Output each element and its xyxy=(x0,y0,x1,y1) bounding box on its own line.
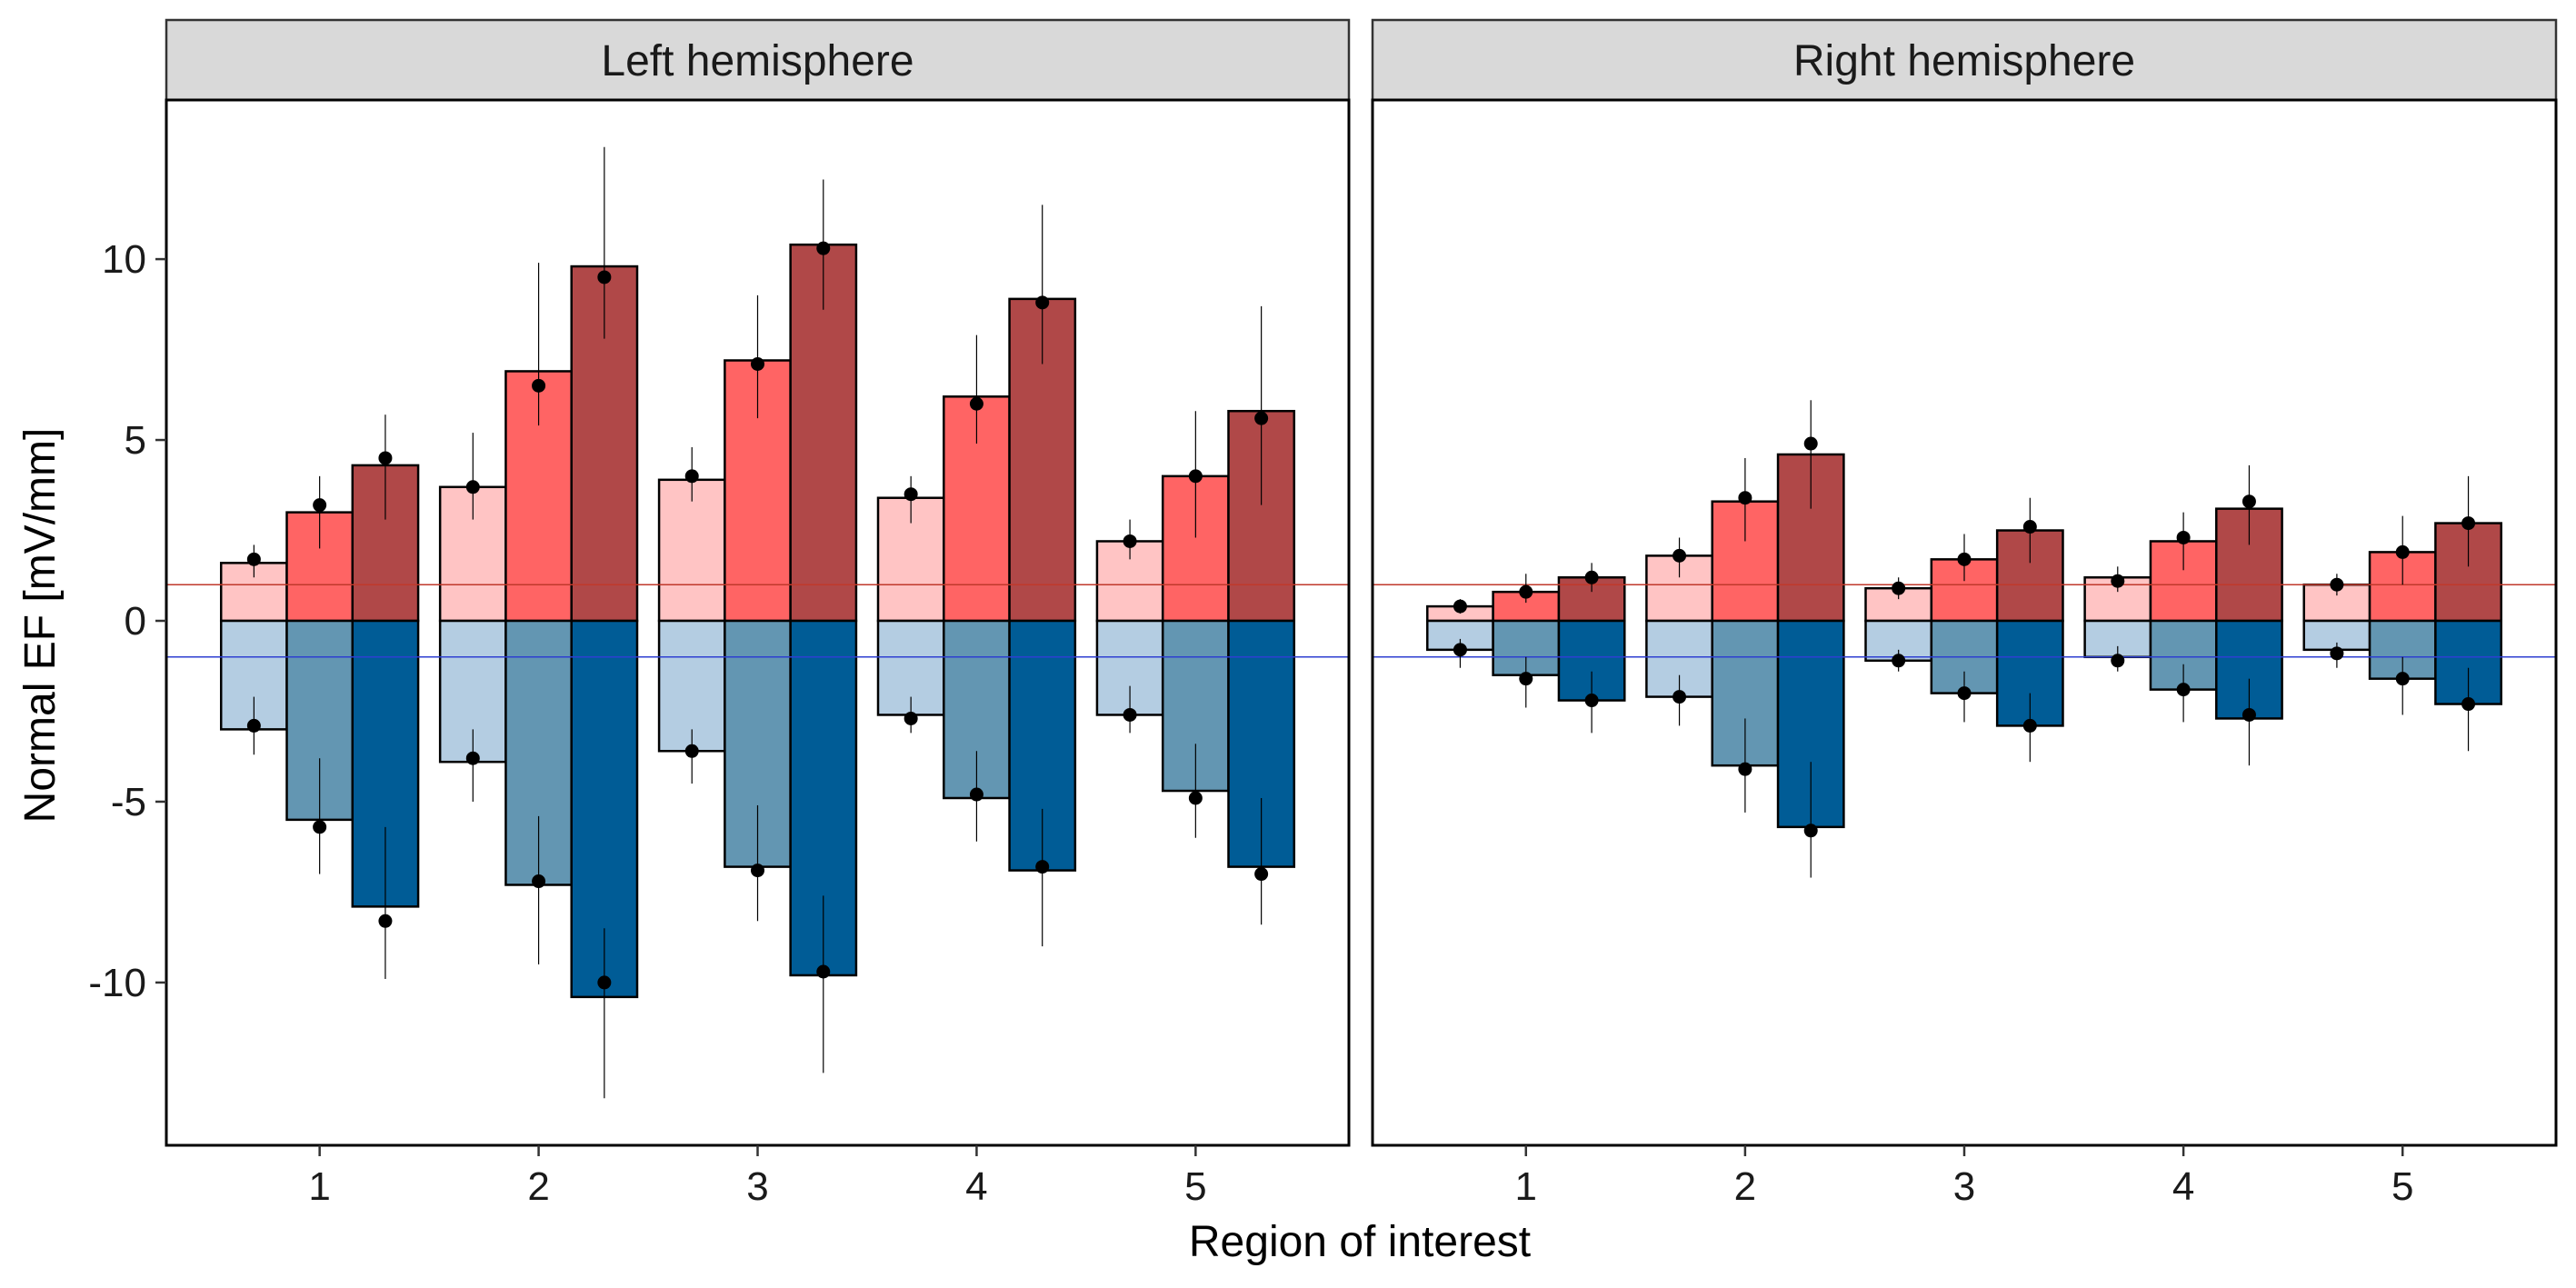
y-tick-label: 5 xyxy=(125,418,146,463)
data-point-positive xyxy=(684,469,699,484)
strip-title: Right hemisphere xyxy=(1793,37,2135,85)
x-tick-label: 3 xyxy=(746,1164,768,1209)
data-point-positive xyxy=(1672,548,1687,563)
facet-panel: Right hemisphere 1 2 3 4 5 xyxy=(1371,18,2558,1209)
data-point-positive xyxy=(1035,295,1050,310)
data-point-negative xyxy=(2111,654,2125,668)
data-point-positive xyxy=(2461,516,2476,531)
data-point-negative xyxy=(2330,646,2344,661)
facet-panel: Left hemisphere 1 2 3 4 5 xyxy=(165,18,1351,1209)
data-point-negative xyxy=(2395,672,2410,686)
data-point-negative xyxy=(597,975,612,990)
data-point-negative xyxy=(2461,697,2476,712)
data-point-positive xyxy=(1453,599,1467,614)
data-point-positive xyxy=(246,552,261,566)
data-point-negative xyxy=(1035,860,1050,874)
data-point-negative xyxy=(246,718,261,733)
data-point-negative xyxy=(816,964,831,979)
data-point-negative xyxy=(2242,707,2256,722)
data-point-negative xyxy=(1584,694,1599,708)
x-tick-label: 4 xyxy=(965,1164,987,1209)
data-point-positive xyxy=(1123,534,1137,548)
x-tick-label: 1 xyxy=(308,1164,330,1209)
strip-header xyxy=(1371,18,2558,102)
data-point-positive xyxy=(2395,544,2410,559)
y-tick-label: -10 xyxy=(88,961,146,1005)
bar-negative xyxy=(1864,619,1933,663)
x-tick-label: 2 xyxy=(1734,1164,1756,1209)
x-tick-label: 5 xyxy=(2391,1164,2413,1209)
data-point-positive xyxy=(1519,584,1533,599)
data-point-negative xyxy=(1803,824,1818,838)
x-tick-label: 5 xyxy=(1184,1164,1206,1209)
x-axis-title: Region of interest xyxy=(1189,1218,1531,1266)
data-point-negative xyxy=(378,914,393,928)
data-point-negative xyxy=(2176,683,2191,697)
data-point-positive xyxy=(2242,494,2256,509)
data-point-positive xyxy=(378,451,393,465)
data-point-positive xyxy=(2022,520,2037,534)
bar-negative xyxy=(876,619,945,716)
data-point-negative xyxy=(684,744,699,758)
data-point-negative xyxy=(751,864,764,878)
data-point-negative xyxy=(1519,672,1533,686)
data-point-positive xyxy=(465,480,480,494)
facet-panels: Left hemisphere 1 2 3 4 5 Right hemisphere 1 2 3 4… xyxy=(165,18,2558,1209)
strip-title: Left hemisphere xyxy=(601,37,914,85)
data-point-positive xyxy=(313,498,327,513)
data-point-negative xyxy=(1738,762,1752,776)
data-point-positive xyxy=(751,356,764,371)
data-point-negative xyxy=(1123,707,1137,722)
data-point-positive xyxy=(2330,577,2344,592)
data-point-negative xyxy=(1957,686,1972,701)
data-point-positive xyxy=(1892,581,1906,595)
data-point-positive xyxy=(1254,411,1269,425)
data-point-positive xyxy=(597,270,612,285)
data-point-negative xyxy=(1254,867,1269,882)
data-point-negative xyxy=(2022,718,2037,733)
data-point-positive xyxy=(1738,491,1752,505)
data-point-positive xyxy=(1188,469,1203,484)
data-point-positive xyxy=(532,378,546,393)
data-point-negative xyxy=(532,874,546,889)
x-tick-label: 1 xyxy=(1515,1164,1537,1209)
y-tick-label: 10 xyxy=(102,237,146,282)
y-axis-title: Normal EF [mV/mm] xyxy=(16,428,65,824)
x-tick-label: 2 xyxy=(527,1164,549,1209)
data-point-negative xyxy=(1453,643,1467,657)
data-point-negative xyxy=(465,751,480,765)
data-point-negative xyxy=(904,711,918,725)
data-point-positive xyxy=(1584,570,1599,584)
data-point-positive xyxy=(904,487,918,502)
data-point-positive xyxy=(816,241,831,255)
data-point-negative xyxy=(1892,654,1906,668)
data-point-negative xyxy=(1188,791,1203,805)
data-point-positive xyxy=(1803,436,1818,451)
x-tick-label: 4 xyxy=(2172,1164,2194,1209)
x-tick-label: 3 xyxy=(1953,1164,1975,1209)
y-tick-label: 0 xyxy=(125,599,146,644)
data-point-negative xyxy=(313,820,327,834)
data-point-positive xyxy=(2176,530,2191,544)
y-tick-label: -5 xyxy=(111,780,146,824)
y-axis: -10 -5 0 5 10 xyxy=(88,237,166,1005)
data-point-positive xyxy=(969,396,983,411)
strip-header xyxy=(165,18,1351,102)
data-point-positive xyxy=(2111,574,2125,588)
data-point-negative xyxy=(1672,690,1687,704)
data-point-negative xyxy=(969,787,983,802)
data-point-positive xyxy=(1957,552,1972,566)
